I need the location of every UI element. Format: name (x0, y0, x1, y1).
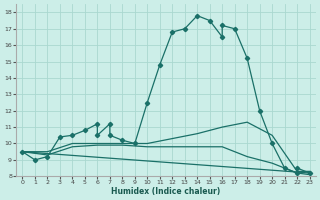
X-axis label: Humidex (Indice chaleur): Humidex (Indice chaleur) (111, 187, 221, 196)
